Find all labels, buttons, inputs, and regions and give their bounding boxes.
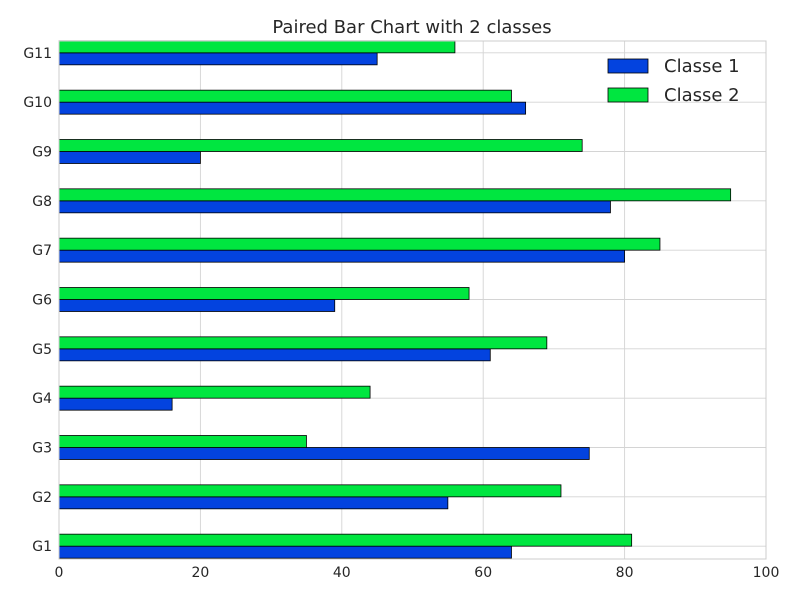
bar-classe-2-g6: [58, 287, 470, 300]
y-tick-label: G5: [32, 342, 52, 358]
bar-classe-2-g5: [58, 336, 548, 350]
bar-classe-2-g7: [58, 237, 661, 251]
legend-swatch: [607, 58, 649, 74]
x-tick-label: 40: [333, 565, 351, 581]
bar-classe-2-g10: [58, 89, 512, 103]
bar-classe-1-g8: [58, 200, 611, 214]
y-tick-label: G8: [32, 194, 52, 210]
bar-classe-2-g9: [58, 139, 583, 152]
plot-frame: [58, 40, 767, 560]
bar-classe-1-g5: [58, 348, 491, 362]
y-tick-label: G1: [32, 539, 52, 555]
bar-classe-2-g2: [58, 484, 562, 498]
bar-classe-1-g6: [58, 299, 336, 312]
bar-classe-2-g4: [58, 385, 371, 399]
bar-classe-1-g2: [58, 496, 449, 510]
bar-classe-1-g1: [58, 545, 512, 559]
bar-classe-2-g8: [58, 188, 732, 202]
y-tick-label: G10: [23, 95, 52, 111]
y-tick-label: G2: [32, 490, 52, 506]
legend: Classe 1 Classe 2: [607, 56, 740, 106]
y-tick-label: G9: [32, 145, 52, 161]
x-tick-label: 60: [474, 565, 492, 581]
bar-classe-1-g4: [58, 397, 173, 411]
axes-layer: 0 20 40 60 80 100 G1 G2 G3 G4 G5 G6 G7 G8 G9 G10 G11: [23, 40, 780, 581]
x-tick-label: 100: [753, 565, 780, 581]
y-tick-label: G3: [32, 441, 52, 457]
bar-classe-2-g3: [58, 435, 307, 448]
bar-classe-2-g1: [58, 533, 633, 547]
bar-classe-1-g11: [58, 52, 378, 66]
legend-swatch: [607, 87, 649, 103]
legend-label: Classe 1: [664, 56, 740, 77]
y-tick-label: G6: [32, 293, 52, 309]
y-tick-label: G4: [32, 391, 52, 407]
chart-title: Paired Bar Chart with 2 classes: [272, 17, 551, 38]
bars-layer: [58, 40, 732, 559]
bar-classe-1-g7: [58, 249, 625, 263]
bar-classe-1-g3: [58, 447, 590, 460]
y-tick-label: G7: [32, 243, 52, 259]
x-tick-label: 0: [55, 565, 64, 581]
legend-label: Classe 2: [664, 85, 740, 106]
x-tick-label: 80: [616, 565, 634, 581]
y-tick-label: G11: [23, 46, 52, 62]
bar-classe-1-g10: [58, 101, 527, 115]
bar-classe-2-g11: [58, 40, 456, 54]
x-tick-label: 20: [191, 565, 209, 581]
bar-classe-1-g9: [58, 151, 201, 164]
